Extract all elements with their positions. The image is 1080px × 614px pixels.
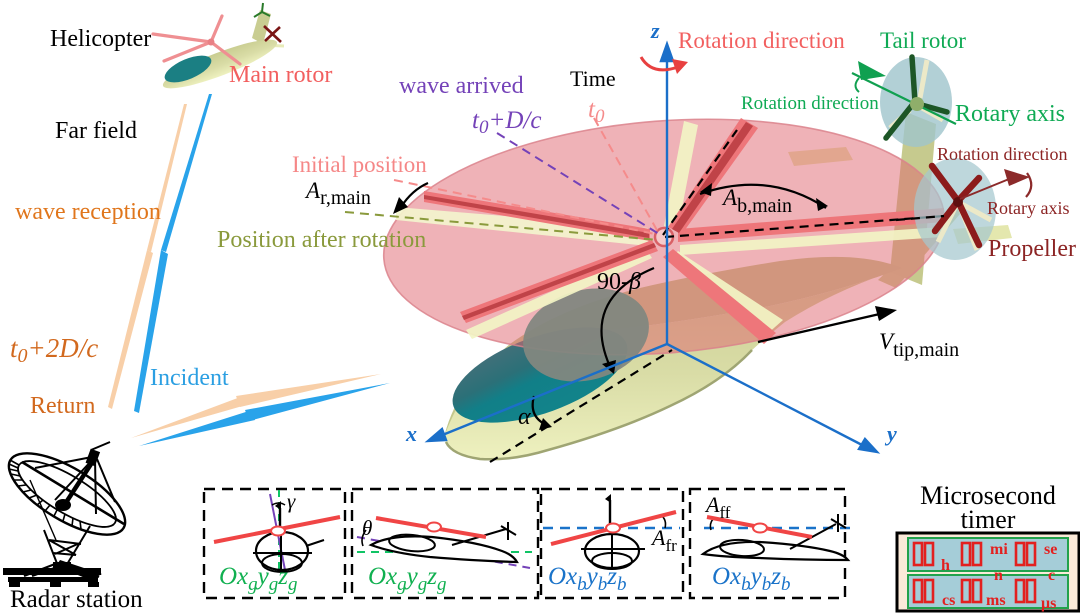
svg-text:cs: cs xyxy=(942,592,955,609)
svg-text:timer: timer xyxy=(961,505,1016,534)
svg-text:Far field: Far field xyxy=(55,118,137,144)
svg-text:90-β: 90-β xyxy=(597,269,641,295)
svg-text:ms: ms xyxy=(986,592,1006,609)
svg-text:c: c xyxy=(1048,567,1055,584)
svg-text:Tail rotor: Tail rotor xyxy=(880,28,966,53)
svg-text:Oxgygzg: Oxgygzg xyxy=(368,563,447,595)
svg-text:Afr: Afr xyxy=(650,525,677,555)
svg-text:γ: γ xyxy=(287,489,296,513)
svg-text:Ar,main: Ar,main xyxy=(304,178,371,209)
svg-text:Return: Return xyxy=(30,393,95,419)
svg-text:Rotation direction: Rotation direction xyxy=(678,28,845,53)
svg-text:α: α xyxy=(518,404,531,430)
svg-text:Rotary axis: Rotary axis xyxy=(955,101,1065,127)
svg-text:Helicopter: Helicopter xyxy=(50,26,151,52)
svg-text:wave reception: wave reception xyxy=(15,199,161,225)
svg-text:t0+2D/c: t0+2D/c xyxy=(10,333,98,367)
svg-text:Position after rotation: Position after rotation xyxy=(217,227,426,253)
svg-text:Oxbybzb: Oxbybzb xyxy=(548,563,627,595)
svg-text:Oxgygzg: Oxgygzg xyxy=(219,563,298,595)
svg-text:Aff: Aff xyxy=(704,492,731,522)
svg-text:Initial position: Initial position xyxy=(292,152,427,177)
svg-text:n: n xyxy=(994,567,1003,584)
svg-text:Oxbybzb: Oxbybzb xyxy=(712,563,791,595)
svg-text:z: z xyxy=(650,18,660,43)
svg-text:Rotary axis: Rotary axis xyxy=(987,198,1070,218)
svg-text:μs: μs xyxy=(1041,595,1056,612)
svg-text:Ab,main: Ab,main xyxy=(721,185,792,217)
svg-text:y: y xyxy=(884,421,897,446)
svg-text:h: h xyxy=(941,557,950,574)
svg-text:Main rotor: Main rotor xyxy=(229,62,332,88)
svg-text:se: se xyxy=(1044,541,1057,558)
svg-text:θ: θ xyxy=(362,516,372,540)
svg-text:Radar station: Radar station xyxy=(10,586,143,613)
svg-text:wave arrived: wave arrived xyxy=(399,73,524,99)
svg-text:mi: mi xyxy=(990,541,1008,558)
svg-text:x: x xyxy=(405,421,417,446)
svg-text:t0: t0 xyxy=(588,96,605,127)
svg-text:Propeller: Propeller xyxy=(988,236,1076,262)
svg-text:t0+D/c: t0+D/c xyxy=(472,107,541,138)
svg-text:Rotation direction: Rotation direction xyxy=(937,144,1067,164)
svg-text:Vtip,main: Vtip,main xyxy=(879,329,959,361)
svg-text:Incident: Incident xyxy=(150,365,229,391)
svg-text:Microsecond: Microsecond xyxy=(920,481,1056,510)
svg-text:Rotation direction: Rotation direction xyxy=(741,93,879,114)
svg-text:Time: Time xyxy=(570,66,616,91)
